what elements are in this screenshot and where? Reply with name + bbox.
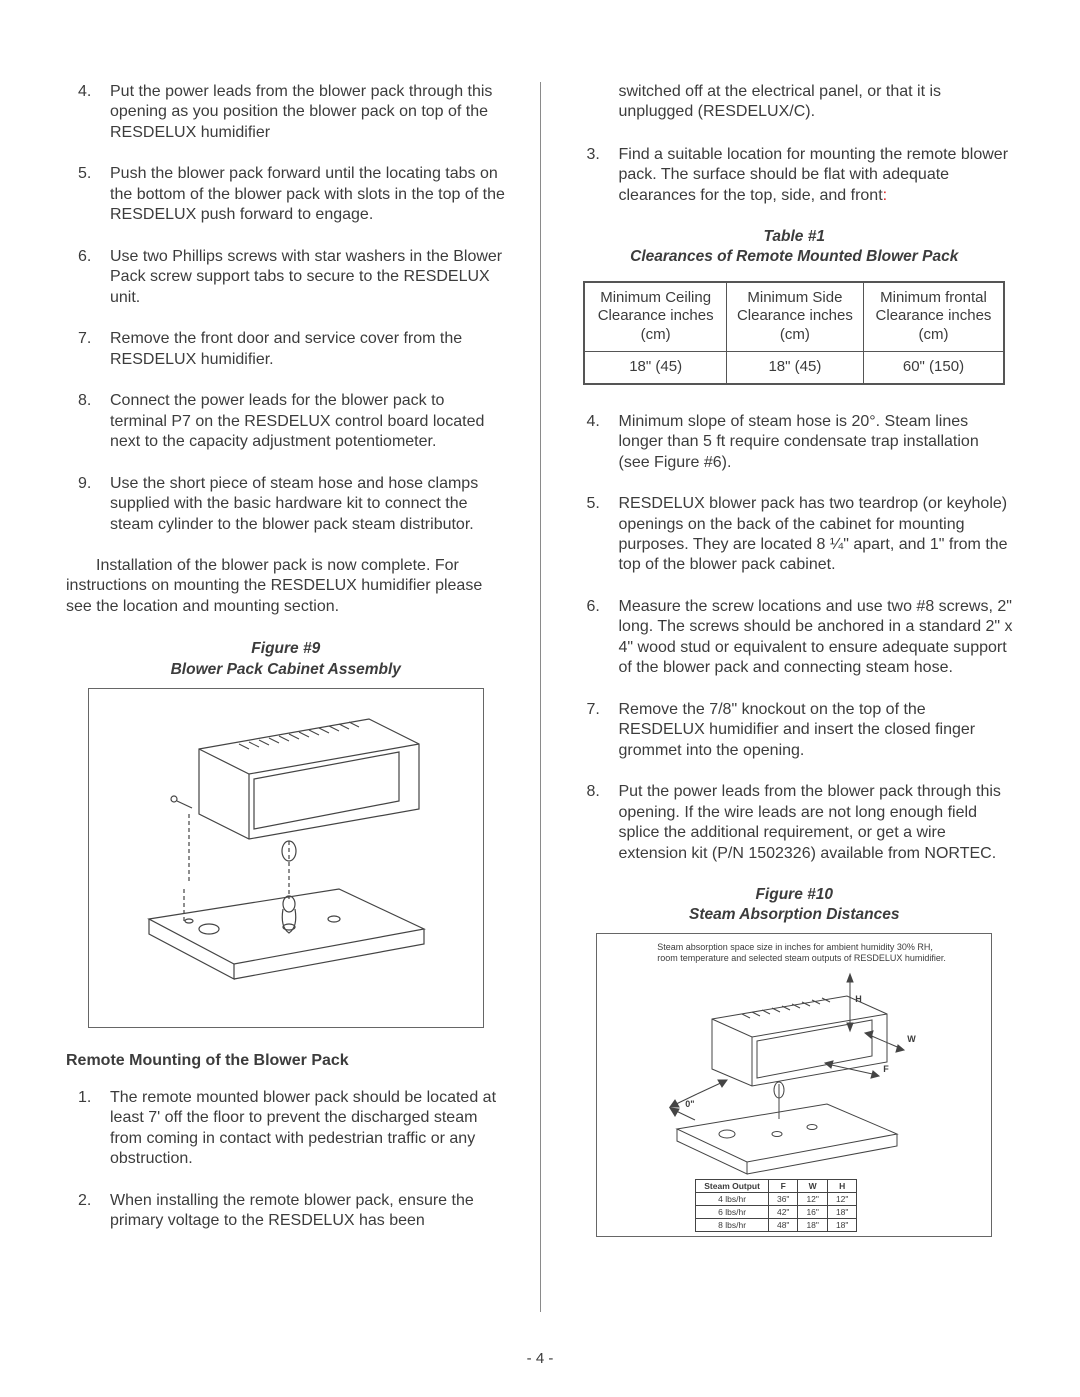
step-6: Use two Phillips screws with star washer… [110,247,506,308]
column-divider [540,82,541,1312]
remote-mount-list-cont: Find a suitable location for mounting th… [574,145,1014,206]
closing-paragraph: Installation of the blower pack is now c… [66,556,506,617]
steam-th-w: W [798,1180,827,1193]
remote-step-7: Remove the 7/8" knockout on the top of t… [618,700,1014,761]
right-column: switched off at the electrical panel, or… [574,82,1014,1312]
remote-step-6: Measure the screw locations and use two … [618,597,1014,679]
red-colon: : [883,187,887,204]
steam-r3-c4: 18" [827,1219,856,1232]
remote-step-5: RESDELUX blower pack has two teardrop (o… [618,494,1014,576]
document-page: Put the power leads from the blower pack… [0,0,1080,1397]
remote-mount-list-after-table: Minimum slope of steam hose is 20°. Stea… [574,412,1014,864]
step-7: Remove the front door and service cover … [110,329,506,370]
td-side: 18" (45) [727,351,864,383]
table-1-title: Clearances of Remote Mounted Blower Pack [630,248,958,265]
remote-step-8: Put the power leads from the blower pack… [618,782,1014,864]
step3-text: Find a suitable location for mounting th… [618,146,1008,204]
figure-9-box [88,688,484,1028]
remote-step-2: When installing the remote blower pack, … [110,1191,506,1232]
step-4: Put the power leads from the blower pack… [110,82,506,143]
clearances-table: Minimum Ceiling Clearance inches (cm) Mi… [584,282,1004,384]
step-9: Use the short piece of steam hose and ho… [110,474,506,535]
install-steps-list: Put the power leads from the blower pack… [66,82,506,535]
steam-r1-c4: 12" [827,1193,856,1206]
steam-r1-c2: 36" [768,1193,797,1206]
figure-10-number: Figure #10 [755,886,833,903]
steam-r3-c3: 18" [798,1219,827,1232]
remote-step-4: Minimum slope of steam hose is 20°. Stea… [618,412,1014,473]
steam-r3-c2: 48" [768,1219,797,1232]
steam-th-output: Steam Output [696,1180,769,1193]
remote-step-3: Find a suitable location for mounting th… [618,145,1014,206]
th-frontal: Minimum frontal Clearance inches (cm) [863,282,1004,351]
dim-h-label: H [855,994,862,1004]
figure-9-title: Blower Pack Cabinet Assembly [171,661,401,678]
left-column: Put the power leads from the blower pack… [66,82,506,1312]
td-ceiling: 18" (45) [585,351,727,383]
remote-mounting-subhead: Remote Mounting of the Blower Pack [66,1052,506,1070]
steam-r2-c4: 18" [827,1206,856,1219]
table-1-heading: Table #1 Clearances of Remote Mounted Bl… [574,227,1014,267]
figure-10-box: Steam absorption space size in inches fo… [596,933,992,1237]
steam-r3-c1: 8 lbs/hr [696,1219,769,1232]
figure-10-title: Steam Absorption Distances [689,906,899,923]
remote-mount-list: The remote mounted blower pack should be… [66,1088,506,1232]
table-1-number: Table #1 [764,228,825,245]
column-container: Put the power leads from the blower pack… [66,82,1014,1312]
figure-10-caption: Steam absorption space size in inches fo… [657,942,947,964]
figure-10-heading: Figure #10 Steam Absorption Distances [574,885,1014,925]
td-frontal: 60" (150) [863,351,1004,383]
steam-r1-c3: 12" [798,1193,827,1206]
th-ceiling: Minimum Ceiling Clearance inches (cm) [585,282,727,351]
dim-w-label: W [907,1034,916,1044]
dim-f-label: F [883,1064,889,1074]
step-8: Connect the power leads for the blower p… [110,391,506,452]
figure-9-heading: Figure #9 Blower Pack Cabinet Assembly [66,639,506,679]
steam-r1-c1: 4 lbs/hr [696,1193,769,1206]
step2-continuation: switched off at the electrical panel, or… [574,82,1014,123]
steam-r2-c1: 6 lbs/hr [696,1206,769,1219]
dim-0-label: 0" [685,1099,694,1109]
th-side: Minimum Side Clearance inches (cm) [727,282,864,351]
steam-r2-c2: 42" [768,1206,797,1219]
steam-output-table: Steam Output F W H 4 lbs/hr 36" 12" 12" … [695,1179,857,1232]
steam-th-h: H [827,1180,856,1193]
step-5: Push the blower pack forward until the l… [110,164,506,225]
figure-9-svg [89,689,483,1027]
remote-step-1: The remote mounted blower pack should be… [110,1088,506,1170]
page-number: - 4 - [0,1350,1080,1367]
steam-th-f: F [768,1180,797,1193]
steam-r2-c3: 16" [798,1206,827,1219]
figure-9-number: Figure #9 [251,640,320,657]
